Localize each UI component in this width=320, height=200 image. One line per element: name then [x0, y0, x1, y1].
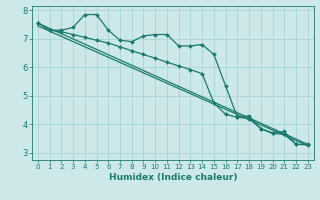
X-axis label: Humidex (Indice chaleur): Humidex (Indice chaleur)	[108, 173, 237, 182]
